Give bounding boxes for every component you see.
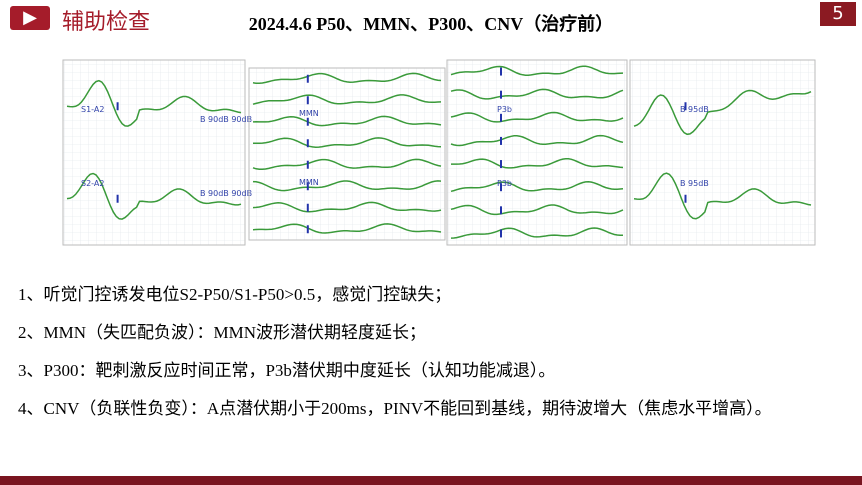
finding: 4、CNV（负联性负变）：A点潜伏期小于200ms，PINV不能回到基线，期待波… xyxy=(18,399,772,418)
panel-label: B 90dB 90dB xyxy=(200,115,252,124)
findings: 1、听觉门控诱发电位S2-P50/S1-P50>0.5，感觉门控缺失； 2、MMN… xyxy=(18,276,818,428)
waveform xyxy=(450,134,624,147)
waveform xyxy=(451,157,624,169)
page-number: 5 xyxy=(820,2,856,26)
slide-title: 2024.4.6 P50、MMN、P300、CNV（治疗前） xyxy=(248,14,614,34)
panel xyxy=(446,59,628,246)
finding: 3、P300：靶刺激反应时间正常，P3b潜伏期中度延长（认知功能减退）。 xyxy=(18,361,556,380)
waveform xyxy=(252,223,442,234)
waveform xyxy=(633,89,812,136)
waveform xyxy=(633,172,812,220)
waveform xyxy=(252,201,442,213)
finding: 2、MMN（失匹配负波）：MMN波形潜伏期轻度延长； xyxy=(18,323,427,342)
waveform xyxy=(252,158,442,171)
header-icon: ▶ xyxy=(10,6,50,30)
waveform xyxy=(450,88,624,100)
waveform xyxy=(450,181,624,193)
waveform xyxy=(450,111,624,123)
header: ▶ 辅助检查 5 xyxy=(0,0,862,36)
panel-label: P3b xyxy=(497,179,512,188)
panel-label: B 90dB 90dB xyxy=(200,189,252,198)
waveform xyxy=(252,94,442,105)
header-title: 辅助检查 xyxy=(62,10,151,35)
panel-label: B 95dB xyxy=(680,179,709,188)
waveform xyxy=(253,137,442,148)
waveform xyxy=(450,204,624,216)
waveform xyxy=(252,72,442,85)
panel-label: B 95dB xyxy=(680,105,709,114)
waveform xyxy=(66,79,242,127)
waveform-figure: S1-A2 S2-A2 B 90dB 90dB B 90dB 90dB MMN MMN P3… xyxy=(62,59,816,246)
panel-label: MMN xyxy=(299,109,319,118)
waveform xyxy=(252,180,442,192)
panel-label: S2-A2 xyxy=(81,179,104,188)
panel-label: MMN xyxy=(299,178,319,187)
waveform xyxy=(450,227,623,239)
panel-label: S1-A2 xyxy=(81,105,104,114)
panel xyxy=(248,67,446,241)
footer-bar xyxy=(0,476,862,485)
waveform xyxy=(450,65,624,76)
waveform xyxy=(66,172,242,220)
waveform xyxy=(252,115,442,127)
panel xyxy=(629,59,816,246)
panel-label: P3b xyxy=(497,105,512,114)
panel xyxy=(62,59,246,246)
finding: 1、听觉门控诱发电位S2-P50/S1-P50>0.5，感觉门控缺失； xyxy=(18,285,452,304)
